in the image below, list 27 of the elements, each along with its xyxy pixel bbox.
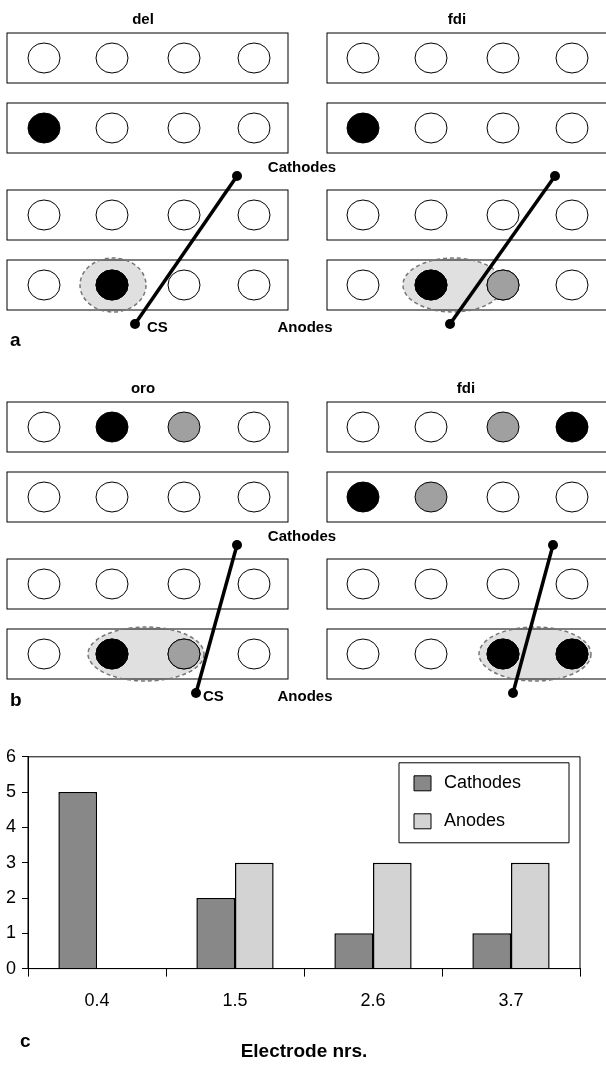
y-tick-label: 1 [6,922,17,943]
legend-label: Anodes [444,809,506,830]
text: b [10,689,22,710]
text: a [10,329,21,350]
text: c [20,1030,31,1052]
x-axis-title: Electrode nrs. [240,1039,368,1061]
text: fdi [447,10,467,27]
y-tick-label: 2 [6,886,17,907]
text: Cathodes [267,527,337,544]
x-tick-label: 1.5 [222,990,248,1011]
x-tick-label: 3.7 [498,990,524,1011]
text: Anodes [277,687,333,704]
text: Anodes [277,318,333,335]
y-tick-label: 0 [6,957,17,978]
x-tick-label: 0.4 [84,990,110,1011]
text: CS [203,687,224,704]
y-tick-label: 4 [6,816,17,837]
legend-label: Cathodes [444,771,522,792]
text: fdi [456,379,476,396]
y-tick-label: 3 [6,851,17,872]
text: Cathodes [267,158,337,175]
text: oro [130,379,156,396]
y-tick-label: 5 [6,781,17,802]
text: CS [147,318,168,335]
x-tick-label: 2.6 [360,990,386,1011]
y-tick-label: 6 [6,745,17,766]
text: del [132,10,154,27]
